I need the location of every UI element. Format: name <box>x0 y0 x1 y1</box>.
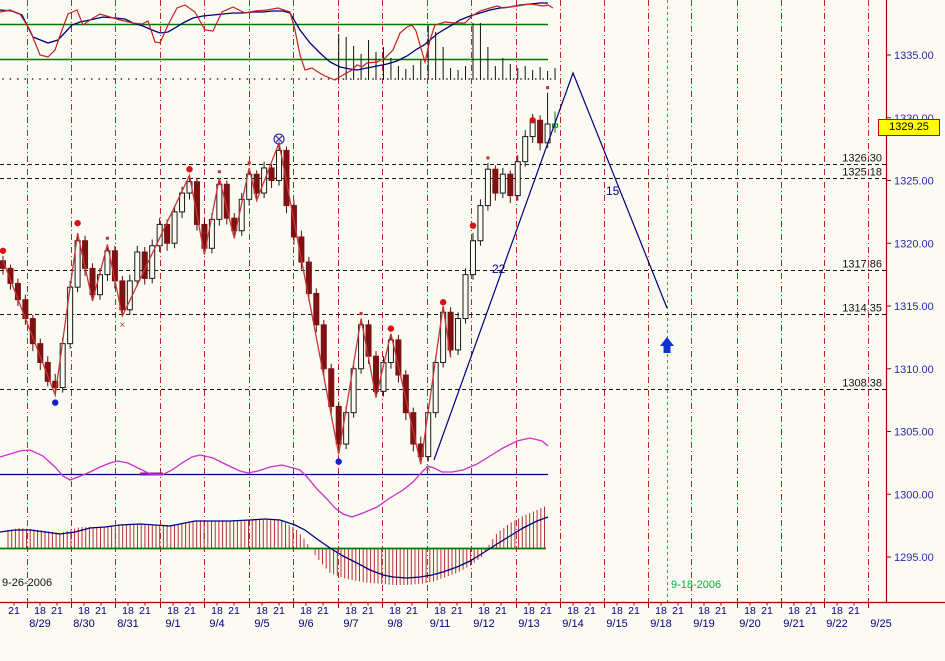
top-oscillator-panel <box>0 2 556 81</box>
axis-frame <box>0 0 945 604</box>
svg-text:1305.00: 1305.00 <box>894 427 934 439</box>
svg-text:18: 18 <box>611 605 623 617</box>
zigzag-swing-line <box>2 140 452 465</box>
svg-text:9/11: 9/11 <box>430 618 451 630</box>
svg-text:9/7: 9/7 <box>343 618 358 630</box>
svg-text:9/13: 9/13 <box>518 618 539 630</box>
svg-text:18: 18 <box>788 605 800 617</box>
svg-text:1317.86: 1317.86 <box>842 259 882 271</box>
svg-text:18: 18 <box>567 605 579 617</box>
svg-text:1320.00: 1320.00 <box>894 238 934 250</box>
svg-text:9/22: 9/22 <box>826 618 847 630</box>
projection-line <box>433 71 674 461</box>
svg-text:9/14: 9/14 <box>562 618 583 630</box>
svg-text:21: 21 <box>761 605 773 617</box>
svg-text:21: 21 <box>317 605 329 617</box>
svg-text:1325.18: 1325.18 <box>842 167 882 179</box>
svg-text:21: 21 <box>406 605 418 617</box>
svg-text:9/1: 9/1 <box>165 618 180 630</box>
svg-text:21: 21 <box>51 605 63 617</box>
svg-text:21: 21 <box>273 605 285 617</box>
svg-text:21: 21 <box>848 605 860 617</box>
svg-text:21: 21 <box>184 605 196 617</box>
svg-text:18: 18 <box>523 605 535 617</box>
svg-text:21: 21 <box>715 605 727 617</box>
svg-text:9/15: 9/15 <box>606 618 627 630</box>
svg-text:21: 21 <box>451 605 463 617</box>
svg-text:21: 21 <box>540 605 552 617</box>
wave-count-label-down: 15 <box>606 184 620 198</box>
svg-text:18: 18 <box>744 605 756 617</box>
svg-text:9/12: 9/12 <box>473 618 494 630</box>
pivot-level-lines: 1326.30 1325.18 1317.86 1314.35 1308.38 <box>0 153 886 390</box>
svg-text:8/31: 8/31 <box>117 618 138 630</box>
svg-text:1335.00: 1335.00 <box>894 50 934 62</box>
svg-text:18: 18 <box>389 605 401 617</box>
svg-text:9/18: 9/18 <box>650 618 671 630</box>
svg-text:18: 18 <box>655 605 667 617</box>
svg-text:18: 18 <box>698 605 710 617</box>
svg-text:18: 18 <box>122 605 134 617</box>
svg-text:1300.00: 1300.00 <box>894 489 934 501</box>
svg-text:21: 21 <box>672 605 684 617</box>
svg-text:9/21: 9/21 <box>783 618 804 630</box>
svg-text:8/30: 8/30 <box>73 618 94 630</box>
svg-text:18: 18 <box>434 605 446 617</box>
svg-text:21: 21 <box>362 605 374 617</box>
svg-text:1325.00: 1325.00 <box>894 176 934 188</box>
svg-text:21: 21 <box>95 605 107 617</box>
svg-text:×: × <box>425 464 431 475</box>
svg-text:18: 18 <box>345 605 357 617</box>
macd-panel <box>0 506 549 585</box>
svg-text:9/19: 9/19 <box>693 618 714 630</box>
svg-text:21: 21 <box>584 605 596 617</box>
last-price-box: 1329.25 <box>878 119 940 136</box>
momentum-panel <box>0 437 549 518</box>
svg-text:18: 18 <box>256 605 268 617</box>
wave-count-label-up: 22 <box>492 262 506 276</box>
svg-text:18: 18 <box>478 605 490 617</box>
target-date-label: 9-18-2006 <box>671 579 722 591</box>
svg-text:1315.00: 1315.00 <box>894 301 934 313</box>
session-grid-lines <box>27 0 869 602</box>
svg-text:9/6: 9/6 <box>298 618 313 630</box>
svg-text:18: 18 <box>300 605 312 617</box>
svg-text:21: 21 <box>805 605 817 617</box>
svg-text:21: 21 <box>8 605 20 617</box>
svg-text:9/8: 9/8 <box>387 618 402 630</box>
svg-text:21: 21 <box>139 605 151 617</box>
candlesticks <box>0 92 559 465</box>
svg-text:18: 18 <box>34 605 46 617</box>
svg-text:9/4: 9/4 <box>209 618 224 630</box>
svg-text:1310.00: 1310.00 <box>894 364 934 376</box>
svg-text:18: 18 <box>78 605 90 617</box>
svg-text:9/5: 9/5 <box>254 618 269 630</box>
svg-text:21: 21 <box>628 605 640 617</box>
svg-text:21: 21 <box>228 605 240 617</box>
chart-date-label: 9-26-2006 <box>2 577 53 589</box>
svg-text:1308.38: 1308.38 <box>842 378 882 390</box>
svg-text:1314.35: 1314.35 <box>842 303 882 315</box>
svg-text:9/20: 9/20 <box>739 618 760 630</box>
svg-text:21: 21 <box>495 605 507 617</box>
svg-text:×: × <box>119 320 125 331</box>
svg-text:1326.30: 1326.30 <box>842 153 882 165</box>
svg-text:1295.00: 1295.00 <box>894 552 934 564</box>
svg-text:18: 18 <box>167 605 179 617</box>
swing-markers: ×× <box>0 86 550 475</box>
svg-text:18: 18 <box>831 605 843 617</box>
svg-text:9/25: 9/25 <box>870 618 891 630</box>
svg-text:18: 18 <box>211 605 223 617</box>
svg-text:8/29: 8/29 <box>29 618 50 630</box>
